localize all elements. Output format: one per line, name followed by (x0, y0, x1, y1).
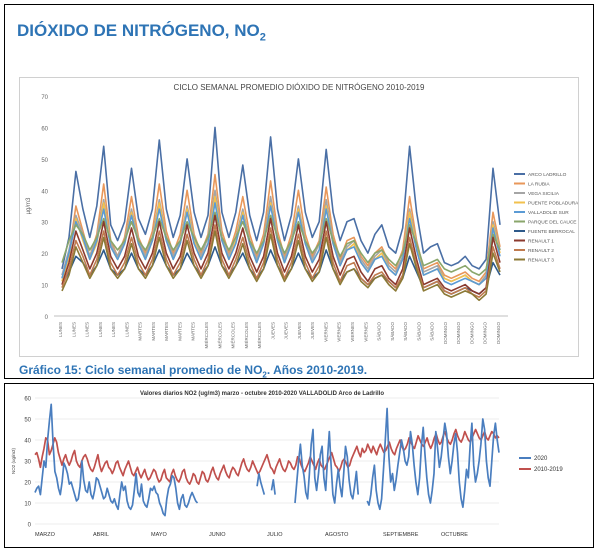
chart2-x-tick-label: MARZO (35, 532, 56, 538)
figure-panel-top: DIÓXIDO DE NITRÓGENO, NO2 CICLO SEMANAL … (4, 4, 594, 379)
chart1-series-line (61, 126, 501, 270)
chart2-x-tick-label: JUNIO (209, 532, 226, 538)
chart2-x-tick-label: JULIO (267, 532, 283, 538)
chart1-legend-label: RENAULT 3 (528, 258, 554, 264)
chart1-legend-label: FUENTE BERROCAL (528, 229, 575, 235)
chart1-x-tick-label: SÁBADO (402, 322, 408, 341)
chart1-x-tick-label: VIERNES (337, 322, 342, 342)
chart1-x-tick-label: VIERNES (350, 322, 355, 342)
chart1-title: CICLO SEMANAL PROMEDIO DIÓXIDO DE NITRÓG… (174, 83, 425, 92)
chart1-x-tick-label: MARTES (164, 322, 169, 341)
chart1-legend-label: VALLADOLID SUR (528, 210, 569, 216)
chart1-y-tick-label: 40 (41, 189, 48, 195)
chart1-series-line (61, 224, 501, 298)
chart1-x-tick-label: DOMINGO (470, 322, 475, 344)
chart1-x-tick-label: MIÉRCOLES (243, 322, 249, 349)
chart2-y-tick-label: 0 (28, 523, 32, 529)
chart1-x-tick-label: LUNES (111, 322, 116, 337)
chart2-x-tick-label: SEPTIEMBRE (383, 532, 419, 538)
chart1-x-tick-label: JUEVES (297, 322, 302, 340)
chart1-x-tick-label: SÁBADO (415, 322, 421, 341)
chart1-x-tick-label: MIÉRCOLES (216, 322, 222, 349)
chart1-series-line (61, 230, 501, 302)
chart1-x-tick-label: VIERNES (324, 322, 329, 342)
chart1-x-tick-label: MIÉRCOLES (203, 322, 209, 349)
chart1-x-tick-label: DOMINGO (483, 321, 488, 343)
chart1-x-tick-label: JUEVES (284, 322, 289, 340)
chart2-series-line (34, 403, 500, 517)
chart2-y-tick-label: 60 (24, 397, 31, 403)
chart1-legend-label: RENAULT 1 (528, 239, 554, 245)
chart1-legend-label: LA RUBIA (528, 182, 550, 188)
chart1-x-tick-label: MIÉRCOLES (256, 322, 262, 349)
chart1-x-tick-label: MARTES (138, 322, 143, 341)
chart2-series-line (34, 428, 500, 485)
chart1-y-tick-label: 50 (41, 158, 48, 164)
chart1-x-tick-label: SÁBADO (429, 321, 435, 340)
page-title: DIÓXIDO DE NITRÓGENO, NO2 (17, 21, 266, 44)
chart2-legend-label: 2010-2019 (534, 467, 563, 473)
chart1-y-tick-label: 0 (45, 315, 49, 321)
chart1-x-tick-label: MIÉRCOLES (230, 322, 236, 349)
chart1-x-tick-label: LUNES (71, 322, 76, 337)
figure-panel-bottom: Valores diarios NO2 (ug/m3) marzo - octu… (4, 383, 594, 548)
chart2-x-tick-label: AGOSTO (325, 532, 349, 538)
chart1-x-tick-label: LUNES (58, 322, 63, 337)
chart2-y-tick-label: 10 (24, 502, 31, 508)
chart1-x-tick-label: MARTES (178, 322, 183, 341)
chart1-x-tick-label: SÁBADO (376, 321, 382, 340)
chart1-x-tick-label: DOMINGO (443, 321, 448, 343)
chart1-x-tick-label: SÁBADO (389, 321, 395, 340)
chart1-x-tick-label: DOMINGO (496, 322, 501, 344)
chart2-y-tick-label: 50 (24, 418, 31, 424)
chart1-x-tick-label: LUNES (85, 322, 90, 337)
chart1-x-tick-label: MARTES (191, 322, 196, 341)
chart2-y-tick-label: 30 (24, 460, 31, 466)
chart1-series-line (61, 211, 501, 276)
chart1-y-tick-label: 20 (41, 252, 48, 258)
weekly-cycle-chart-svg: CICLO SEMANAL PROMEDIO DIÓXIDO DE NITRÓG… (26, 83, 578, 349)
chart2-y-tick-label: 40 (24, 439, 31, 445)
figure-caption: Gráfico 15: Ciclo semanal promedio de NO… (19, 363, 368, 380)
chart1-y-tick-label: 70 (41, 95, 48, 101)
chart1-legend-label: PUENTE POBLADURA (528, 201, 578, 207)
chart1-x-tick-label: VIERNES (363, 322, 368, 342)
weekly-cycle-chart: CICLO SEMANAL PROMEDIO DIÓXIDO DE NITRÓG… (19, 77, 579, 357)
daily-values-chart-svg: Valores diarios NO2 (ug/m3) marzo - octu… (11, 391, 563, 538)
chart1-series-line (61, 214, 501, 295)
chart1-x-tick-label: JUEVES (270, 322, 275, 340)
chart2-title: Valores diarios NO2 (ug/m3) marzo - octu… (140, 391, 384, 397)
chart2-y-axis-label: NO2 (ug/m3) (11, 447, 16, 474)
chart1-x-tick-label: LUNES (124, 322, 129, 337)
chart1-x-tick-label: DOMINGO (456, 322, 461, 344)
chart2-x-tick-label: OCTUBRE (441, 532, 468, 538)
chart1-legend-label: PARQUE DEL CAUCE (528, 220, 577, 226)
chart1-x-tick-label: MARTES (151, 322, 156, 341)
chart2-y-tick-label: 20 (24, 481, 31, 487)
chart1-x-tick-label: LUNES (98, 322, 103, 337)
chart1-y-tick-label: 10 (41, 284, 48, 290)
chart2-x-tick-label: ABRIL (93, 532, 109, 538)
chart1-x-tick-label: JUEVES (310, 322, 315, 340)
chart2-legend-label: 2020 (534, 456, 548, 462)
daily-values-chart: Valores diarios NO2 (ug/m3) marzo - octu… (7, 386, 589, 542)
chart1-y-tick-label: 60 (41, 126, 48, 132)
chart2-x-tick-label: MAYO (151, 532, 168, 538)
chart1-y-tick-label: 30 (41, 221, 48, 227)
chart1-legend-label: RENAULT 2 (528, 248, 554, 254)
chart1-legend-label: VEGA SICILIA (528, 191, 560, 197)
chart1-y-axis-label: µg/m3 (26, 197, 32, 214)
chart1-legend-label: ARCO LADRILLO (528, 172, 567, 178)
